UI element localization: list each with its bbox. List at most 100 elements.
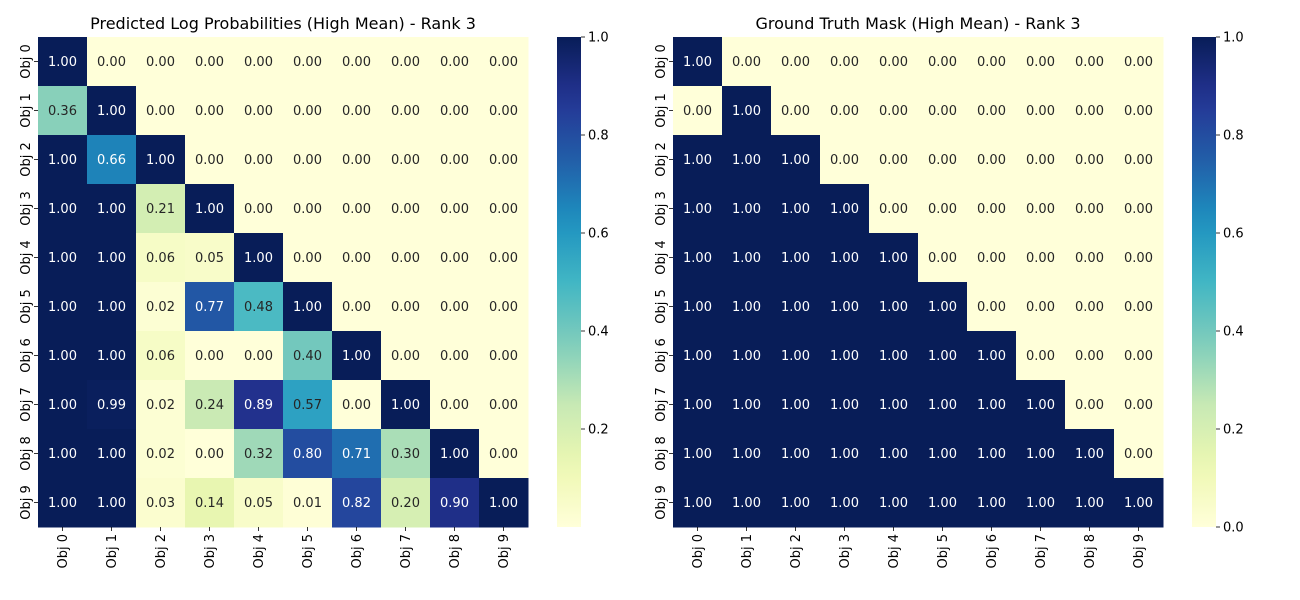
- heatmap-cell: [430, 282, 480, 332]
- heatmap-cell: [722, 184, 772, 234]
- cell-value-label: 0.00: [489, 300, 518, 315]
- heatmap-cell: [185, 135, 235, 185]
- heatmap-cell: [136, 380, 186, 430]
- cell-value-label: 0.80: [293, 447, 322, 462]
- heatmap-cell: [38, 135, 88, 185]
- heatmap-cell: [430, 37, 480, 87]
- cell-value-label: 0.00: [489, 202, 518, 217]
- cell-value-label: 1.00: [48, 251, 77, 266]
- heatmap-cell: [869, 37, 919, 87]
- heatmap-cell: [283, 135, 333, 185]
- colorbar-tick-label: 1.0: [588, 31, 609, 46]
- cell-value-label: 1.00: [732, 496, 761, 511]
- heatmap-cell: [869, 429, 919, 479]
- cell-value-label: 1.00: [97, 349, 126, 364]
- colorbar-tick-label: 0.4: [1223, 325, 1244, 340]
- cell-value-label: 0.00: [146, 55, 175, 70]
- cell-value-label: 0.00: [977, 202, 1006, 217]
- cell-value-label: 1.00: [489, 496, 518, 511]
- heatmap-cell: [479, 184, 529, 234]
- heatmap-cell: [771, 37, 821, 87]
- heatmap-cell: [1016, 380, 1066, 430]
- cell-value-label: 0.00: [391, 300, 420, 315]
- heatmap-cell: [430, 86, 480, 136]
- heatmap-cell: [136, 86, 186, 136]
- heatmap-cell: [185, 184, 235, 234]
- heatmap-cell: [820, 135, 870, 185]
- x-tick-label: Obj 3: [203, 534, 218, 569]
- heatmap-cell: [673, 86, 723, 136]
- cell-value-label: 0.00: [489, 104, 518, 119]
- heatmap-cell: [430, 429, 480, 479]
- y-tick-label: Obj 4: [19, 240, 34, 275]
- heatmap-cell: [820, 86, 870, 136]
- heatmap-cell: [185, 233, 235, 283]
- heatmap-cell: [1016, 184, 1066, 234]
- chart-title: Ground Truth Mask (High Mean) - Rank 3: [756, 14, 1081, 33]
- heatmap-cell: [283, 380, 333, 430]
- heatmap-cell: [283, 331, 333, 381]
- heatmap-cell: [430, 184, 480, 234]
- heatmap-cell: [1114, 478, 1164, 528]
- heatmap-cell: [38, 233, 88, 283]
- heatmap-cell: [771, 86, 821, 136]
- heatmap-cell: [1114, 429, 1164, 479]
- heatmap-cell: [234, 86, 284, 136]
- cell-value-label: 0.00: [342, 104, 371, 119]
- heatmap-cell: [38, 478, 88, 528]
- cell-value-label: 1.00: [48, 55, 77, 70]
- heatmap-cell: [332, 233, 382, 283]
- cell-value-label: 1.00: [683, 447, 712, 462]
- cell-value-label: 0.00: [1026, 251, 1055, 266]
- heatmap-cell: [479, 478, 529, 528]
- heatmap-cell: [1016, 37, 1066, 87]
- heatmap-cell: [771, 184, 821, 234]
- heatmap-cell: [722, 380, 772, 430]
- heatmap-cell: [283, 233, 333, 283]
- x-tick-label: Obj 2: [154, 534, 169, 569]
- cell-value-label: 1.00: [781, 398, 810, 413]
- heatmap-cell: [234, 184, 284, 234]
- cell-value-label: 0.00: [489, 153, 518, 168]
- x-tick-label: Obj 9: [1132, 534, 1147, 569]
- heatmap-cell: [479, 37, 529, 87]
- cell-value-label: 0.00: [1124, 398, 1153, 413]
- colorbar-tick-label: 0.0: [1223, 521, 1244, 536]
- colorbar-tick-label: 0.4: [588, 325, 609, 340]
- cell-value-label: 0.00: [1124, 300, 1153, 315]
- heatmap-cell: [1114, 86, 1164, 136]
- heatmap-cell: [283, 37, 333, 87]
- heatmap-cell: [234, 135, 284, 185]
- colorbar-tick-label: 0.8: [588, 129, 609, 144]
- cell-value-label: 0.00: [440, 202, 469, 217]
- cell-value-label: 1.00: [928, 349, 957, 364]
- cell-value-label: 1.00: [977, 496, 1006, 511]
- cell-value-label: 1.00: [977, 447, 1006, 462]
- x-tick-label: Obj 1: [740, 534, 755, 569]
- cell-value-label: 0.00: [391, 349, 420, 364]
- heatmap-cell: [381, 135, 431, 185]
- cell-value-label: 0.00: [928, 153, 957, 168]
- y-tick-label: Obj 2: [19, 142, 34, 177]
- cell-value-label: 1.00: [732, 153, 761, 168]
- heatmap-cell: [820, 478, 870, 528]
- heatmap-cell: [820, 282, 870, 332]
- cell-value-label: 0.02: [146, 300, 175, 315]
- cell-value-label: 1.00: [781, 496, 810, 511]
- cell-value-label: 0.02: [146, 447, 175, 462]
- cell-value-label: 0.24: [195, 398, 224, 413]
- heatmap-cell: [967, 184, 1017, 234]
- cell-value-label: 0.32: [244, 447, 273, 462]
- cell-value-label: 1.00: [97, 300, 126, 315]
- colorbar-tick-label: 0.6: [588, 227, 609, 242]
- cell-value-label: 1.00: [732, 447, 761, 462]
- cell-value-label: 1.00: [48, 398, 77, 413]
- heatmap-cell: [185, 86, 235, 136]
- cell-value-label: 0.00: [440, 55, 469, 70]
- x-tick-label: Obj 1: [105, 534, 120, 569]
- heatmap-cell: [673, 233, 723, 283]
- heatmap-cell: [1114, 37, 1164, 87]
- heatmap-cell: [430, 331, 480, 381]
- cell-value-label: 0.00: [1026, 153, 1055, 168]
- cell-value-label: 1.00: [928, 300, 957, 315]
